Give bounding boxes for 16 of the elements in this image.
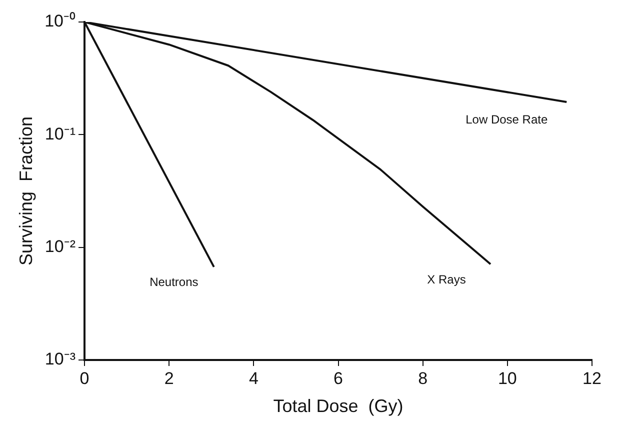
y-axis-title: Surviving Fraction	[16, 116, 36, 266]
y-tick-label: 10⁻³	[44, 350, 76, 369]
x-tick-label: 0	[80, 368, 90, 388]
x-tick-label: 8	[418, 368, 428, 388]
x-tick-label: 6	[334, 368, 343, 388]
series-label: Neutrons	[150, 275, 198, 290]
x-tick-label: 12	[582, 368, 602, 388]
series-label: X Rays	[427, 272, 466, 286]
x-tick-label: 4	[248, 368, 258, 388]
y-tick-label: 10⁻²	[44, 237, 76, 256]
series-label: Low Dose Rate	[466, 112, 548, 126]
x-tick-label: 10	[498, 368, 517, 388]
y-tick-label: 10⁻⁰	[44, 12, 76, 31]
x-axis-title: Total Dose (Gy)	[273, 396, 404, 416]
x-tick-label: 2	[164, 368, 174, 388]
y-tick-label: 10⁻¹	[44, 124, 76, 144]
